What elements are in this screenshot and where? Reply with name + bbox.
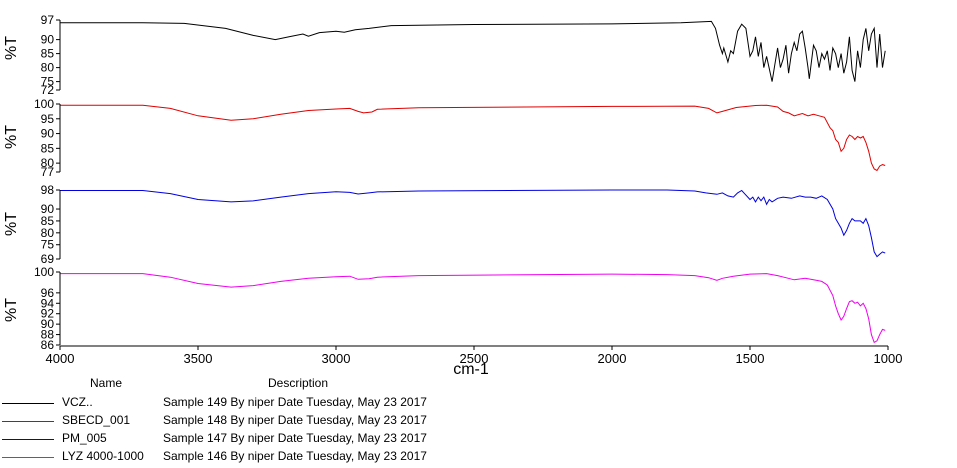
y-tick-label: 100 [34, 97, 54, 111]
y-axis-label: %T [3, 298, 20, 322]
x-tick-label: 4000 [46, 351, 75, 366]
legend-swatch [2, 421, 54, 422]
y-tick-label: 72 [41, 83, 55, 97]
legend-name-header: Name [90, 376, 123, 390]
x-tick-label: 3000 [322, 351, 351, 366]
legend-name: SBECD_001 [62, 413, 131, 427]
legend-name: LYZ 4000-1000 [62, 449, 144, 463]
y-tick-label: 96 [41, 286, 55, 300]
y-tick-label: 69 [41, 252, 55, 266]
y-tick-label: 92 [41, 307, 55, 321]
y-tick-label: 90 [41, 317, 55, 331]
y-tick-label: 90 [41, 127, 55, 141]
series-line-pm [60, 189, 886, 258]
legend-description: Sample 149 By niper Date Tuesday, May 23… [163, 395, 427, 409]
x-axis: 4000 3500 3000 2500 2000 1500 1000 [46, 345, 903, 366]
legend-swatch [2, 457, 54, 458]
series-line-vcz [60, 20, 886, 82]
y-tick-label: 77 [41, 165, 55, 179]
y-tick-label: 80 [41, 156, 55, 170]
series-line-sbecd [60, 104, 886, 172]
x-tick-label: 2000 [598, 351, 627, 366]
legend-name: PM_005 [62, 431, 107, 445]
legend-row: VCZ.. Sample 149 By niper Date Tuesday, … [0, 394, 600, 410]
x-tick-label: 2500 [460, 351, 489, 366]
x-axis-label: cm-1 [453, 361, 489, 378]
y-tick-label: 75 [41, 238, 55, 252]
x-tick-label: 3500 [184, 351, 213, 366]
legend-swatch [2, 439, 54, 440]
y-tick-label: 100 [34, 265, 54, 279]
series-line-lyz [60, 273, 886, 344]
x-tick-label: 1000 [874, 351, 903, 366]
y-tick-label: 98 [41, 183, 55, 197]
y-tick-label: 90 [41, 202, 55, 216]
y-axis-label: %T [3, 125, 20, 149]
legend-description-header: Description [268, 376, 329, 390]
y-tick-label: 97 [41, 13, 55, 27]
legend-description: Sample 147 By niper Date Tuesday, May 23… [163, 431, 427, 445]
y-tick-label: 95 [41, 112, 55, 126]
legend-swatch [2, 403, 54, 404]
legend-row: LYZ 4000-1000 Sample 146 By niper Date T… [0, 448, 600, 464]
legend-description: Sample 148 By niper Date Tuesday, May 23… [163, 413, 427, 427]
y-tick-label: 94 [41, 296, 55, 310]
legend-row: PM_005 Sample 147 By niper Date Tuesday,… [0, 430, 600, 446]
y-tick-label: 90 [41, 33, 55, 47]
y-tick-label: 80 [41, 61, 55, 75]
y-tick-label: 85 [41, 214, 55, 228]
y-axis-label: %T [3, 212, 20, 236]
y-axis-label: %T [3, 36, 20, 60]
y-tick-label: 75 [41, 75, 55, 89]
y-tick-label: 88 [41, 328, 55, 342]
y-tick-label: 85 [41, 141, 55, 155]
legend-row: SBECD_001 Sample 148 By niper Date Tuesd… [0, 412, 600, 428]
legend-name: VCZ.. [62, 395, 93, 409]
y-tick-label: 86 [41, 338, 55, 352]
y-tick-label: 85 [41, 47, 55, 61]
legend-description: Sample 146 By niper Date Tuesday, May 23… [163, 449, 427, 463]
x-tick-label: 1500 [736, 351, 765, 366]
y-tick-label: 80 [41, 226, 55, 240]
